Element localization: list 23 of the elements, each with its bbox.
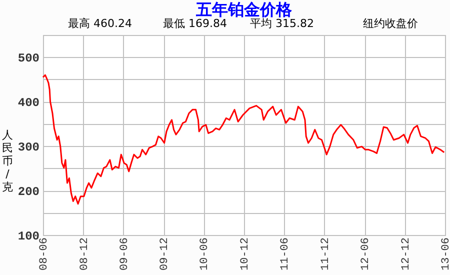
x-tick-label: 08-12 <box>78 238 91 271</box>
y-tick-label: 500 <box>18 52 40 66</box>
y-tick-label: 100 <box>18 230 40 244</box>
y-tick-label: 300 <box>18 140 40 155</box>
x-tick-label: 10-06 <box>199 238 212 271</box>
chart-title: 五年铂金价格 <box>195 0 293 19</box>
x-tick-label: 13-06 <box>440 238 450 271</box>
text: 纽约收盘价 <box>363 17 418 30</box>
y-tick-label: 400 <box>18 96 40 110</box>
x-tick-label: 12-12 <box>400 238 412 271</box>
text: 平均 315.82 <box>250 17 314 30</box>
x-tick-label: 08-06 <box>38 238 50 271</box>
x-tick-label: 11-06 <box>280 238 292 271</box>
y-axis-title: 人民币/克 <box>2 128 13 194</box>
line-series <box>42 74 445 205</box>
x-tick-label: 09-12 <box>159 238 172 271</box>
x-tick-label: 11-12 <box>320 238 332 271</box>
x-tick-label: 12-06 <box>360 238 372 271</box>
x-tick-label: 09-06 <box>118 238 131 271</box>
y-tick-label: 200 <box>18 185 40 200</box>
x-tick-label: 10-12 <box>240 238 252 271</box>
text: 最高 460.24 <box>68 17 132 30</box>
text: 最低 169.84 <box>163 17 227 30</box>
